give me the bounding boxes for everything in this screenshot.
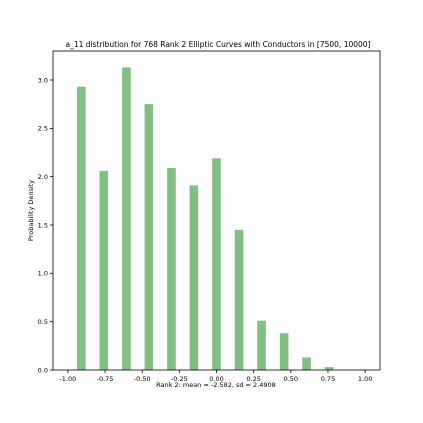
x-axis-ticks: -1.00 -0.75 -0.50 -0.25 0.00 0.25 0.50 0.75 1.00 (59, 370, 372, 383)
x-tick-label: 1.00 (358, 375, 372, 383)
x-tick-label: -0.25 (171, 375, 188, 383)
y-tick-label: 0.5 (38, 318, 48, 326)
bar-4 (167, 167, 176, 370)
x-tick-label: -0.50 (134, 375, 151, 383)
bar-9 (279, 333, 289, 370)
bar-11 (324, 367, 334, 370)
x-tick-label: 0.75 (321, 375, 335, 383)
x-tick-label: -1.00 (59, 375, 76, 383)
bar-5 (189, 185, 199, 370)
y-tick-label: 0.0 (38, 366, 48, 374)
x-tick-label: -0.75 (97, 375, 114, 383)
x-tick-label: 0.25 (246, 375, 260, 383)
bar-8 (257, 320, 266, 370)
bar-10 (302, 357, 311, 370)
x-axis-label: Rank 2: mean = -2.582, sd = 2.4908 (156, 381, 276, 389)
y-tick-label: 1.5 (38, 221, 48, 229)
x-tick-label: 0.50 (284, 375, 298, 383)
bar-1 (99, 170, 109, 370)
bar-3 (144, 104, 154, 371)
bars-group (77, 67, 334, 371)
y-tick-label: 2.0 (38, 173, 48, 181)
bar-2 (122, 67, 131, 370)
bar-6 (212, 158, 221, 370)
y-tick-label: 3.0 (38, 76, 48, 84)
x-tick-label: 0.00 (209, 375, 223, 383)
y-axis-ticks: 0.0 0.5 1.0 1.5 2.0 2.5 3.0 (38, 76, 53, 374)
bar-7 (234, 229, 244, 370)
y-tick-label: 1.0 (38, 270, 48, 278)
y-tick-label: 2.5 (38, 125, 48, 133)
y-axis-label: Probability Density (27, 180, 35, 241)
chart-title: a_11 distribution for 768 Rank 2 Ellipti… (66, 40, 371, 49)
bar-0 (77, 86, 86, 371)
